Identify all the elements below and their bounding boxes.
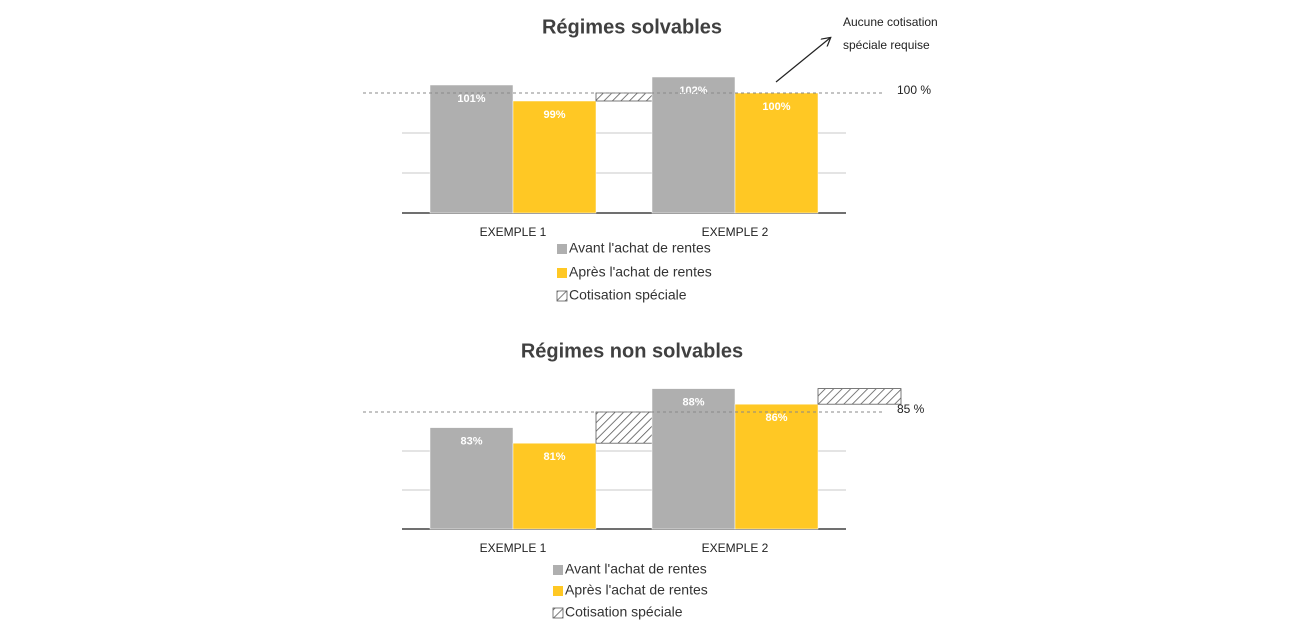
- legend-marker: [553, 586, 563, 596]
- legend-marker: [557, 268, 567, 278]
- bar: [734, 403, 819, 530]
- bar: [734, 92, 819, 214]
- legend-label: Avant l'achat de rentes: [569, 240, 711, 256]
- bar: [429, 84, 514, 214]
- legend-marker: [553, 565, 563, 575]
- value-label: 100%: [762, 101, 790, 113]
- bar: [651, 388, 736, 530]
- value-label: 83%: [460, 436, 482, 448]
- annotation: Aucune cotisation: [843, 15, 938, 29]
- legend-label: Cotisation spéciale: [569, 287, 687, 303]
- x-tick-label: EXEMPLE 2: [702, 225, 769, 239]
- value-label: 102%: [679, 85, 707, 97]
- reference-label: 85 %: [897, 402, 925, 416]
- bar: [429, 427, 514, 530]
- value-label: 81%: [543, 451, 565, 463]
- bar: [512, 442, 597, 530]
- annotation-arrow: [775, 38, 830, 83]
- chart-title: Régimes solvables: [542, 16, 722, 38]
- value-label: 99%: [543, 109, 565, 121]
- legend-marker: [552, 607, 564, 619]
- legend-label: Après l'achat de rentes: [569, 264, 712, 280]
- bar: [651, 76, 736, 214]
- legend-marker: [556, 290, 568, 302]
- legend-label: Après l'achat de rentes: [565, 582, 708, 598]
- x-tick-label: EXEMPLE 1: [480, 225, 547, 239]
- legend-marker: [557, 244, 567, 254]
- x-tick-label: EXEMPLE 1: [480, 541, 547, 555]
- reference-label: 100 %: [897, 83, 931, 97]
- bar-segment: [817, 388, 902, 405]
- chart-title: Régimes non solvables: [521, 340, 743, 362]
- value-label: 88%: [682, 397, 704, 409]
- legend-label: Avant l'achat de rentes: [565, 561, 707, 577]
- legend-label: Cotisation spéciale: [565, 604, 683, 620]
- annotation: spéciale requise: [843, 38, 930, 52]
- x-tick-label: EXEMPLE 2: [702, 541, 769, 555]
- value-label: 101%: [457, 93, 485, 105]
- value-label: 86%: [765, 412, 787, 424]
- bar: [512, 100, 597, 214]
